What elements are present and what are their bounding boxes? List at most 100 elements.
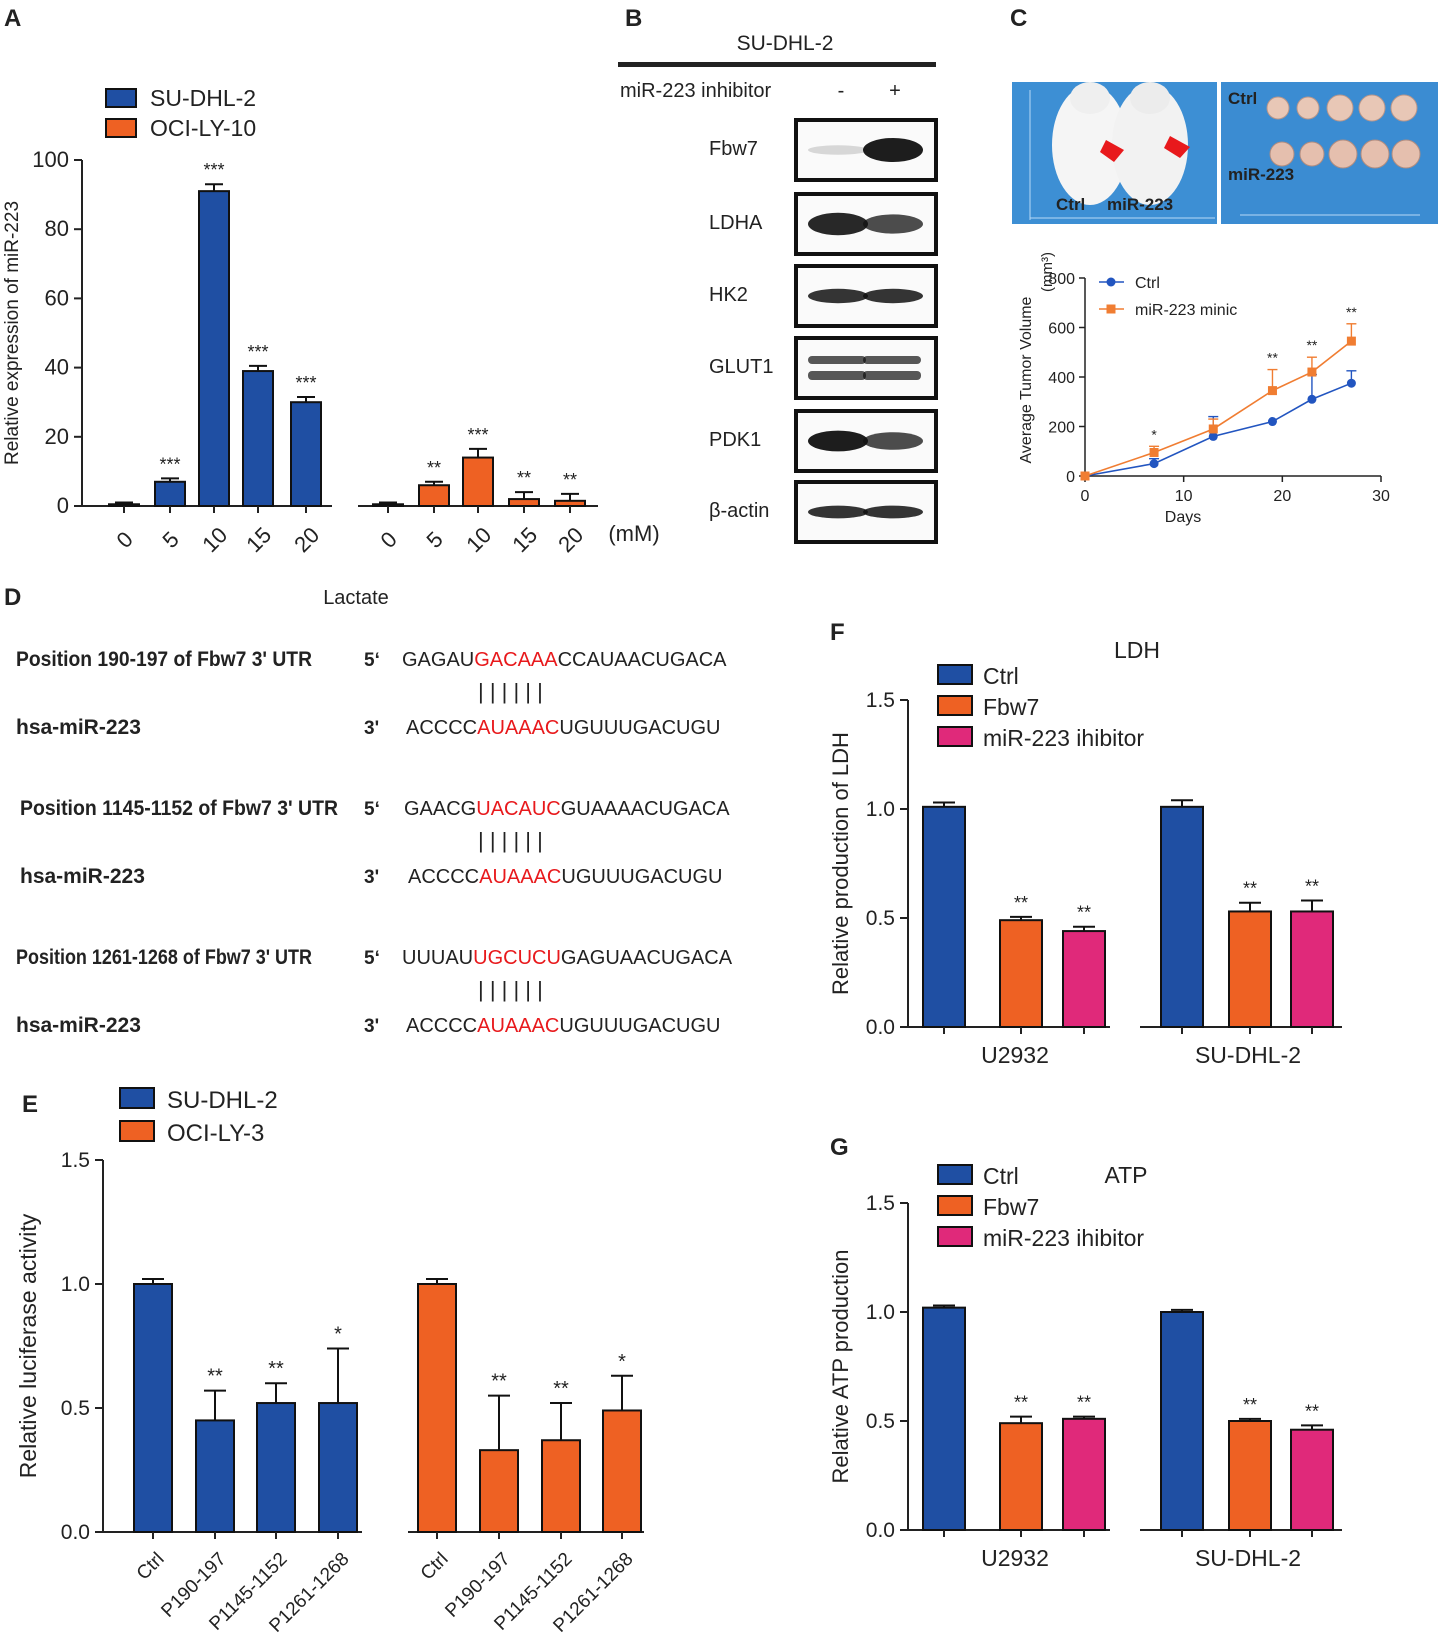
significance-label: ** [1306, 337, 1317, 353]
bar [242, 370, 274, 507]
bar [602, 1409, 642, 1533]
mirna-name: hsa-miR-223 [16, 1014, 141, 1037]
bar [1062, 930, 1106, 1029]
legend-label: SU-DHL-2 [167, 1087, 278, 1114]
five-prime: 5‘ [364, 948, 380, 969]
x-unit-label: (mM) [608, 521, 659, 546]
pairing-bars: | | | | | | [478, 679, 543, 704]
bar [418, 484, 450, 507]
tumor-mir [1299, 141, 1325, 167]
x-tick-label: 10 [1175, 488, 1193, 505]
bar [154, 480, 186, 507]
significance-label: ** [207, 1366, 223, 1388]
bar [108, 503, 140, 507]
significance-label: ** [1305, 1401, 1319, 1421]
bar [372, 503, 404, 507]
significance-label: *** [247, 342, 268, 362]
significance-label: ** [427, 458, 441, 478]
legend-label: SU-DHL-2 [150, 85, 256, 111]
y-tick-label: 0 [1066, 469, 1075, 486]
bar [999, 1422, 1043, 1532]
data-point [1346, 378, 1356, 388]
mirna-sequence: ACCCCAUAAACUGUUUGACUGU [406, 1015, 721, 1037]
panel-label-g: G [830, 1134, 849, 1161]
blot-lane-minus: - [838, 80, 845, 102]
sequence-alignments: Position 190-197 of Fbw7 3' UTR 5‘ GAGAUGA… [16, 648, 733, 1037]
x-tick-label: 20 [1273, 488, 1291, 505]
y-tick-label: 1.5 [61, 1149, 90, 1172]
y-tick-label: 80 [45, 216, 69, 241]
blot-row-label: HK2 [709, 284, 748, 306]
y-tick-label: 600 [1048, 321, 1075, 338]
y-tick-label: 60 [45, 285, 69, 310]
y-tick-label: 40 [45, 355, 69, 380]
data-point [1267, 386, 1277, 396]
x-tick-label: 30 [1372, 488, 1390, 505]
blot-band [808, 356, 866, 364]
significance-label: * [618, 1351, 626, 1373]
legend-swatch [937, 726, 973, 747]
mirna-sequence: ACCCCAUAAACUGUUUGACUGU [406, 717, 721, 739]
x-tick-label: 0 [1081, 488, 1090, 505]
x-tick-label: 15 [507, 522, 542, 557]
x-tick-label: 10 [461, 522, 496, 557]
legend-swatch [937, 1164, 973, 1185]
x-tick-label: Ctrl [417, 1549, 453, 1585]
bar [541, 1439, 581, 1533]
significance-label: ** [553, 1378, 569, 1400]
legend-label: Ctrl [1135, 275, 1160, 292]
significance-label: ** [563, 470, 577, 490]
y-tick-label: 0.5 [866, 1410, 895, 1433]
x-tick-label: U2932 [981, 1545, 1049, 1571]
bar [1160, 805, 1204, 1028]
data-point [1149, 459, 1159, 469]
legend-marker [1106, 277, 1116, 287]
tumor-ctrl [1390, 94, 1418, 122]
mouse-mir-shape [1112, 85, 1188, 205]
bar [922, 805, 966, 1028]
alignment-position: Position 190-197 of Fbw7 3' UTR [16, 648, 312, 671]
chart-title: LDH [1114, 637, 1160, 663]
photo-label-ctrl: Ctrl [1056, 195, 1085, 214]
legend-label: Ctrl [983, 663, 1019, 689]
blot-band [863, 288, 923, 304]
y-tick-label: 1.5 [866, 1192, 895, 1215]
blot-row-label: Fbw7 [709, 138, 758, 160]
x-tick-label: 5 [158, 527, 184, 553]
y-tick-label: 1.5 [866, 689, 895, 712]
y-tick-label: 400 [1048, 370, 1075, 387]
blot-band [808, 145, 868, 155]
tumor-mir [1328, 139, 1358, 169]
y-tick-label: 1.0 [61, 1273, 90, 1296]
arrow-icon [1164, 136, 1190, 158]
blot-header-bar [618, 62, 936, 67]
significance-label: ** [268, 1358, 284, 1380]
significance-label: *** [467, 425, 488, 445]
tumor-ctrl [1358, 94, 1386, 122]
chart-g: 0.0 0.5 1.0 1.5 Relative ATP production ** ** *… [828, 1162, 1342, 1571]
significance-label: ** [1243, 1395, 1257, 1415]
blot-band [808, 288, 868, 304]
alignment-position: Position 1261-1268 of Fbw7 3' UTR [16, 946, 312, 969]
mirna-sequence: ACCCCAUAAACUGUUUGACUGU [408, 866, 723, 888]
significance-label: ** [1077, 1393, 1091, 1413]
three-prime: 3' [364, 718, 379, 739]
x-tick-label: 0 [376, 527, 402, 553]
three-prime: 3' [364, 1016, 379, 1037]
bar [462, 456, 494, 507]
significance-label: *** [159, 454, 180, 474]
y-tick-label: 0 [57, 493, 69, 518]
x-axis-label: Days [1165, 509, 1201, 526]
y-tick-label: 100 [32, 147, 69, 172]
blot-row-label: β-actin [709, 500, 769, 522]
legend-swatch [937, 664, 973, 685]
bar [198, 190, 230, 507]
blot-row-label: LDHA [709, 212, 763, 234]
y-axis-label: Relative expression of miR-223 [2, 201, 23, 465]
y-tick-label: 1.0 [866, 1301, 895, 1324]
panel-label-e: E [22, 1091, 38, 1118]
data-point [1149, 447, 1159, 457]
significance-label: ** [1267, 350, 1278, 366]
bar [256, 1402, 296, 1534]
bar [554, 499, 586, 507]
